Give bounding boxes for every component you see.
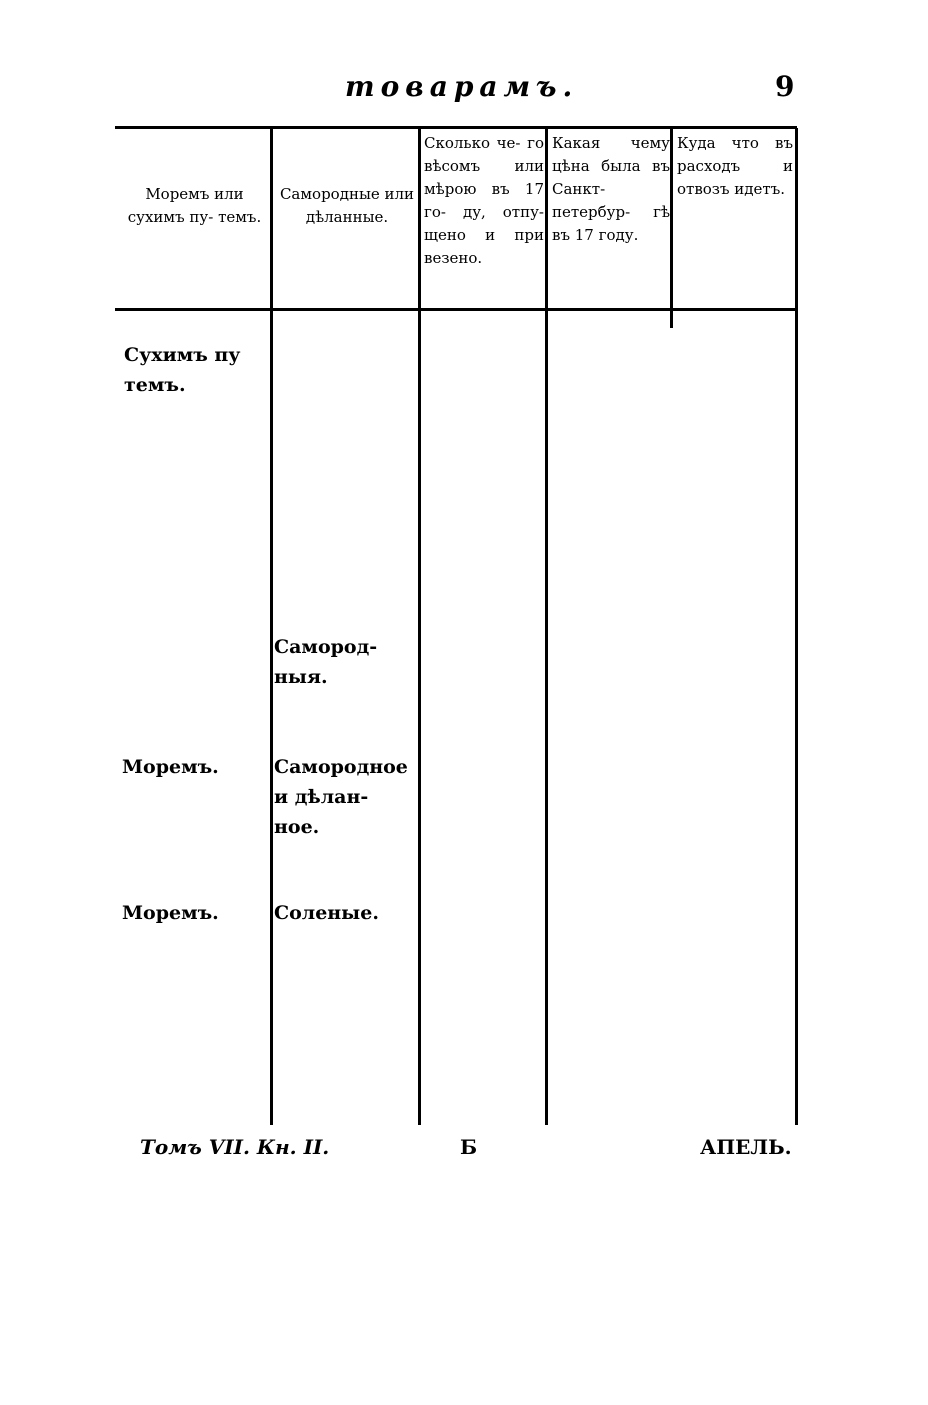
column-divider	[545, 128, 548, 1125]
signature-mark: Б	[460, 1135, 478, 1159]
row-kind: Соленые.	[274, 902, 379, 924]
column-divider	[670, 128, 673, 328]
table-top-rule	[115, 126, 797, 129]
column-divider	[270, 128, 273, 1125]
column-divider	[795, 128, 798, 1125]
row-kind: Самород- ныя.	[274, 636, 378, 688]
volume-label: Томъ VII. Кн. II.	[140, 1135, 330, 1159]
column-header-destination: Куда что въ расходъ и отвозъ идетъ.	[677, 134, 793, 198]
column-header-quantity: Сколько че- го вѣсомъ или мѣрою въ 17 го…	[424, 134, 544, 267]
catchword: АПЕЛЬ.	[700, 1135, 792, 1159]
column-divider	[418, 128, 421, 1125]
column-header-way: Моремъ или сухимъ пу- темъ.	[127, 185, 262, 226]
column-header-price: Какая чему цѣна была въ Санкт- петербур-…	[552, 134, 670, 244]
page-number: 9	[775, 70, 795, 103]
row-kind: Самородное и дѣлан- ное.	[274, 756, 408, 838]
running-title: товарамъ.	[345, 70, 579, 103]
row-way: Моремъ.	[122, 902, 219, 924]
column-header-kind: Самородные или дѣланные.	[279, 185, 415, 226]
row-way: Моремъ.	[122, 756, 219, 778]
row-way: Сухимъ пу темъ.	[124, 344, 241, 396]
header-bottom-rule	[115, 308, 797, 311]
